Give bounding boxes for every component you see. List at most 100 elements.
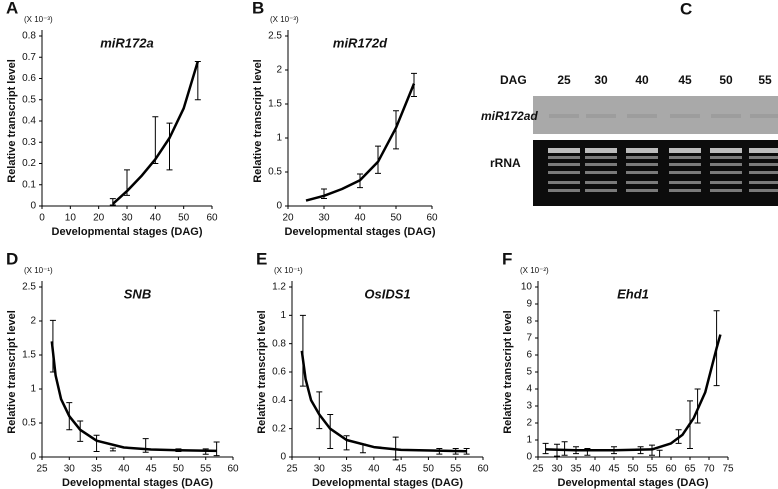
x-tick-label: 30: [64, 464, 76, 475]
x-tick-label: 75: [722, 464, 734, 475]
y-tick-label: 0.7: [22, 52, 36, 63]
y-tick-label: 0.1: [22, 179, 36, 190]
gel-band: [586, 114, 616, 118]
error-bar: [109, 447, 116, 452]
x-tick-label: 65: [684, 464, 696, 475]
gel-band: [548, 148, 580, 153]
y-tick-label: 0.5: [268, 167, 282, 178]
x-tick-label: 50: [390, 213, 402, 224]
gel-band: [585, 156, 617, 159]
y-tick-label: 7: [526, 333, 532, 344]
error-bar: [542, 442, 549, 455]
error-bar: [393, 110, 399, 150]
gel-band: [669, 156, 701, 159]
x-tick-label: 40: [354, 213, 366, 224]
y-tick-label: 1.5: [268, 99, 282, 110]
gel-band: [548, 189, 580, 192]
gel-band: [710, 148, 742, 153]
scale-label: (X 10⁻¹): [274, 266, 303, 275]
y-tick-label: 5: [526, 367, 532, 378]
panel-letter: F: [502, 249, 512, 268]
x-tick-label: 45: [146, 464, 158, 475]
error-bar: [316, 391, 323, 430]
error-bar: [649, 444, 655, 456]
gel-band: [626, 156, 658, 159]
y-tick-label: 0.2: [22, 158, 36, 169]
error-bar: [637, 446, 644, 455]
gel-band: [548, 171, 580, 174]
y-tick-label: 0.5: [22, 418, 36, 429]
x-tick-label: 25: [286, 464, 298, 475]
y-tick-label: 0: [280, 452, 286, 463]
error-bar: [713, 310, 720, 387]
error-bar: [452, 448, 459, 455]
x-tick-label: 60: [227, 464, 239, 475]
x-tick-label: 55: [646, 464, 658, 475]
gel-band: [710, 156, 742, 159]
y-tick-label: 8: [526, 316, 532, 327]
fit-curve: [545, 334, 722, 452]
x-tick-label: 40: [118, 464, 130, 475]
chart-title: SNB: [124, 286, 151, 301]
x-tick-label: 25: [532, 464, 544, 475]
y-axis-title: Relative transcript level: [6, 310, 18, 434]
error-bar: [573, 446, 579, 455]
gel-lane-label: 45: [678, 73, 692, 87]
y-tick-label: 2.5: [22, 282, 36, 293]
panel-letter: A: [6, 0, 18, 17]
gel-band: [626, 163, 658, 166]
chart: B (X 10⁻³) miR172d 0 0.5 1 1.5 2 2.5 20 30 40 50 60 De…: [252, 0, 438, 238]
gel-band: [585, 171, 617, 174]
gel-band: [670, 114, 700, 118]
error-bar: [561, 441, 568, 456]
gel-band: [626, 189, 658, 192]
error-bar: [687, 400, 693, 449]
x-axis-title: Developmental stages (DAG): [558, 477, 709, 489]
x-tick-label: 60: [206, 213, 218, 224]
x-tick-label: 30: [121, 213, 133, 224]
error-bar: [77, 420, 84, 442]
error-bar: [124, 169, 130, 196]
x-tick-label: 60: [426, 213, 438, 224]
y-tick-label: 0.2: [272, 423, 286, 434]
gel-band: [669, 163, 701, 166]
error-bar: [357, 173, 363, 189]
error-bar: [392, 436, 399, 461]
y-tick-label: 1: [280, 310, 286, 321]
x-tick-label: 40: [589, 464, 601, 475]
gel-row-label: rRNA: [490, 156, 521, 170]
x-tick-label: 55: [450, 464, 462, 475]
gel-band: [711, 114, 741, 118]
x-tick-label: 10: [65, 213, 77, 224]
fit-curve: [300, 350, 467, 453]
error-bar: [436, 448, 443, 455]
x-tick-label: 70: [703, 464, 715, 475]
error-bar: [611, 446, 617, 455]
error-bar: [327, 414, 334, 449]
x-axis-title: Developmental stages (DAG): [312, 477, 463, 489]
gel-band: [627, 114, 657, 118]
chart-title: OsIDS1: [364, 286, 410, 301]
error-bar: [359, 443, 366, 454]
x-tick-label: 25: [36, 464, 48, 475]
x-tick-label: 60: [477, 464, 489, 475]
y-tick-label: 4: [526, 384, 532, 395]
chart: E (X 10⁻¹) OsIDS1 0 0.2 0.4 0.6 0.8 1 1.2 25 30 35 40…: [256, 249, 489, 488]
x-tick-label: 40: [368, 464, 380, 475]
x-tick-label: 30: [551, 464, 563, 475]
error-bar: [194, 61, 201, 101]
x-tick-label: 45: [608, 464, 620, 475]
gel-band: [749, 189, 778, 192]
gel-lane-label: 30: [594, 73, 608, 87]
gel-band: [749, 181, 778, 184]
gel-band: [750, 114, 778, 118]
error-bar: [375, 145, 381, 174]
panel-letter: E: [256, 249, 267, 268]
error-bar: [49, 319, 56, 373]
y-axis-title: Relative transcript level: [256, 310, 268, 434]
y-axis-title: Relative transcript level: [6, 59, 18, 183]
x-tick-label: 55: [200, 464, 212, 475]
gel-panel: C DAG miR172ad rRNA 25 30 40 45 50 55: [481, 0, 778, 206]
gel-band: [749, 156, 778, 159]
